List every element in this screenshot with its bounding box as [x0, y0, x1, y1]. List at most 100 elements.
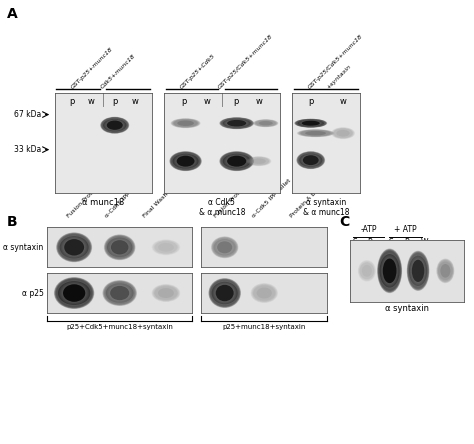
Ellipse shape — [210, 280, 239, 306]
Ellipse shape — [105, 236, 134, 259]
Ellipse shape — [107, 284, 132, 302]
Ellipse shape — [171, 118, 201, 128]
Ellipse shape — [333, 129, 353, 138]
Ellipse shape — [298, 119, 324, 127]
Ellipse shape — [209, 279, 240, 307]
Ellipse shape — [173, 119, 198, 127]
Ellipse shape — [300, 153, 322, 167]
Ellipse shape — [222, 153, 251, 169]
Ellipse shape — [220, 118, 253, 129]
Text: GST-p25+Cdk5: GST-p25+Cdk5 — [179, 53, 216, 90]
Ellipse shape — [294, 119, 327, 128]
Text: Final Wash: Final Wash — [143, 191, 170, 218]
Ellipse shape — [62, 237, 86, 258]
Ellipse shape — [171, 118, 201, 128]
Ellipse shape — [378, 250, 401, 292]
Ellipse shape — [227, 120, 246, 127]
Ellipse shape — [55, 278, 93, 308]
Ellipse shape — [58, 234, 90, 261]
Ellipse shape — [105, 235, 134, 259]
Ellipse shape — [174, 154, 197, 168]
Ellipse shape — [213, 282, 236, 304]
Ellipse shape — [105, 235, 135, 260]
Ellipse shape — [105, 282, 134, 304]
Ellipse shape — [436, 258, 455, 283]
Ellipse shape — [105, 235, 134, 259]
Ellipse shape — [211, 237, 238, 258]
Ellipse shape — [171, 152, 201, 170]
Ellipse shape — [223, 119, 250, 128]
Ellipse shape — [56, 278, 92, 308]
Ellipse shape — [102, 118, 128, 133]
Ellipse shape — [299, 153, 323, 168]
Ellipse shape — [107, 238, 132, 257]
Text: w: w — [256, 97, 263, 106]
Ellipse shape — [221, 152, 253, 170]
Ellipse shape — [173, 153, 198, 169]
Ellipse shape — [58, 234, 91, 261]
Ellipse shape — [105, 235, 135, 259]
Ellipse shape — [410, 257, 426, 285]
Ellipse shape — [104, 119, 126, 131]
Ellipse shape — [378, 250, 401, 292]
Ellipse shape — [173, 153, 199, 169]
Ellipse shape — [60, 236, 88, 259]
Ellipse shape — [224, 119, 249, 127]
Ellipse shape — [408, 253, 428, 289]
Ellipse shape — [298, 130, 333, 137]
Ellipse shape — [169, 151, 202, 171]
Text: w: w — [131, 97, 138, 106]
Ellipse shape — [378, 250, 401, 292]
Ellipse shape — [214, 283, 235, 303]
Ellipse shape — [211, 237, 238, 258]
Ellipse shape — [381, 255, 398, 286]
Ellipse shape — [224, 154, 249, 168]
Text: α-Cdk5 IPP Pellet: α-Cdk5 IPP Pellet — [252, 178, 292, 218]
Ellipse shape — [220, 118, 253, 129]
Ellipse shape — [298, 120, 323, 127]
Ellipse shape — [107, 237, 132, 258]
Ellipse shape — [56, 279, 92, 307]
Text: p25+munc18+syntaxin: p25+munc18+syntaxin — [223, 324, 306, 330]
Ellipse shape — [107, 237, 133, 258]
Ellipse shape — [225, 119, 248, 127]
Ellipse shape — [60, 282, 88, 304]
Ellipse shape — [380, 254, 399, 288]
Ellipse shape — [173, 154, 198, 169]
Text: P: P — [367, 238, 372, 247]
Ellipse shape — [212, 238, 237, 257]
Ellipse shape — [104, 119, 126, 132]
Ellipse shape — [222, 153, 252, 170]
Ellipse shape — [101, 117, 128, 133]
Ellipse shape — [362, 265, 372, 277]
Ellipse shape — [380, 253, 400, 289]
Ellipse shape — [224, 119, 250, 128]
Ellipse shape — [297, 129, 335, 137]
Ellipse shape — [58, 281, 90, 305]
Ellipse shape — [174, 154, 197, 168]
Ellipse shape — [105, 282, 134, 304]
Ellipse shape — [297, 129, 334, 137]
Ellipse shape — [60, 281, 89, 305]
Ellipse shape — [222, 153, 251, 170]
Ellipse shape — [213, 238, 236, 256]
Ellipse shape — [212, 237, 237, 258]
Ellipse shape — [301, 155, 320, 166]
Ellipse shape — [210, 279, 240, 307]
Text: α-Cdk5 IPP Pellet: α-Cdk5 IPP Pellet — [105, 178, 146, 218]
Ellipse shape — [225, 155, 248, 168]
Ellipse shape — [297, 151, 325, 169]
Ellipse shape — [106, 282, 134, 304]
Ellipse shape — [210, 280, 239, 306]
Ellipse shape — [224, 154, 249, 168]
Ellipse shape — [410, 256, 427, 286]
Ellipse shape — [101, 117, 128, 133]
Ellipse shape — [172, 153, 200, 170]
Ellipse shape — [296, 119, 326, 127]
Ellipse shape — [56, 279, 92, 307]
Ellipse shape — [379, 252, 400, 289]
Ellipse shape — [301, 121, 320, 126]
Ellipse shape — [222, 153, 252, 170]
Ellipse shape — [220, 152, 253, 170]
Ellipse shape — [379, 252, 400, 290]
